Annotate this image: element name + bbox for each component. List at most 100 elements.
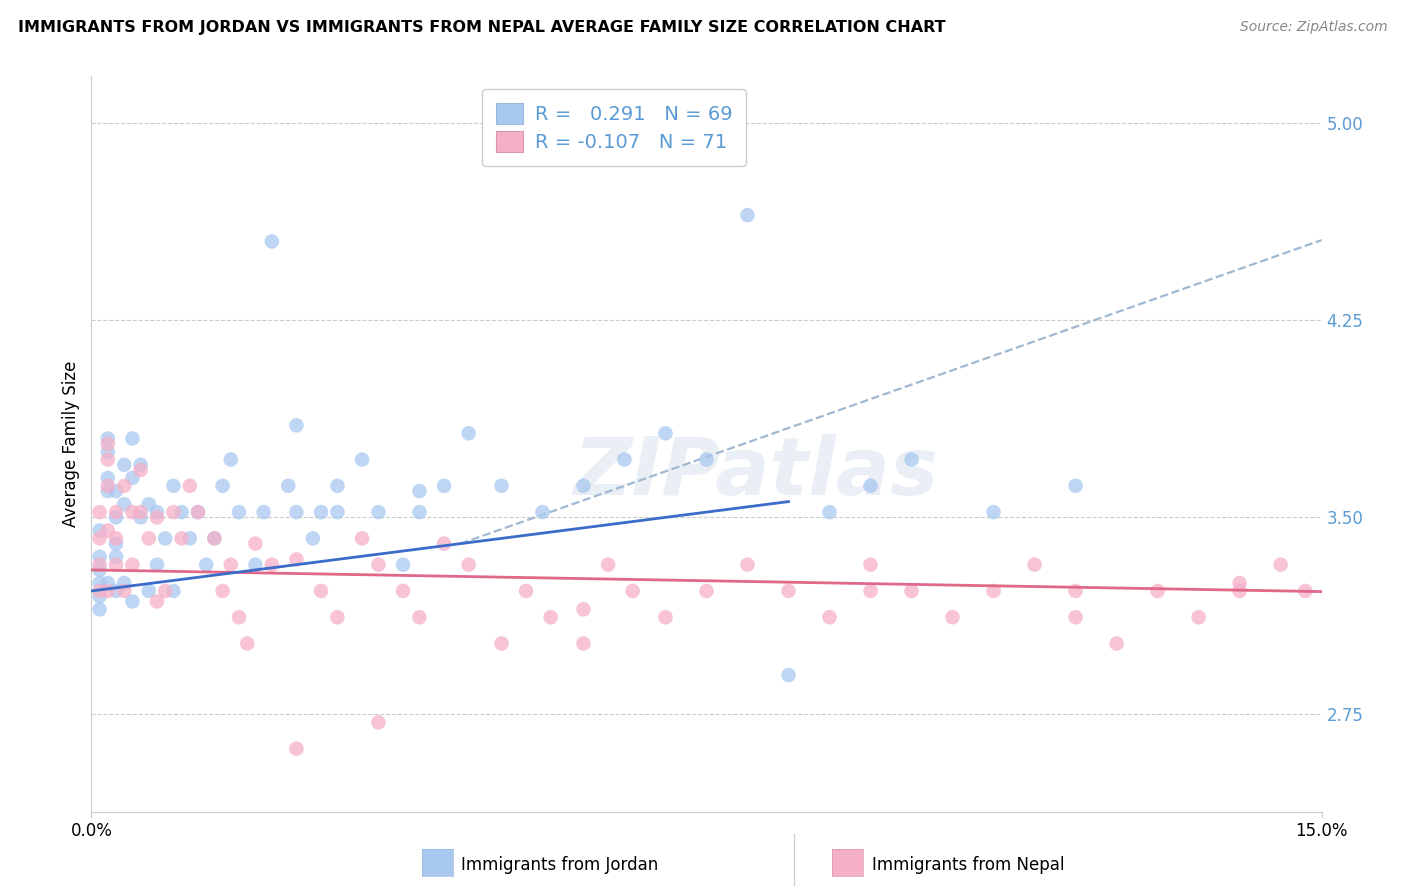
Point — [121, 558, 143, 572]
Point — [162, 505, 184, 519]
Point — [392, 584, 415, 599]
Point — [129, 463, 152, 477]
Point — [105, 505, 127, 519]
Point — [859, 584, 882, 599]
Point — [1187, 610, 1209, 624]
Point — [211, 584, 233, 599]
Point — [367, 558, 389, 572]
Point — [146, 594, 169, 608]
Point — [105, 510, 127, 524]
Point — [89, 576, 111, 591]
Point — [245, 558, 267, 572]
Point — [285, 552, 308, 566]
Legend: R =   0.291   N = 69, R = -0.107   N = 71: R = 0.291 N = 69, R = -0.107 N = 71 — [482, 89, 747, 166]
Point — [596, 558, 619, 572]
Point — [983, 505, 1005, 519]
Text: IMMIGRANTS FROM JORDAN VS IMMIGRANTS FROM NEPAL AVERAGE FAMILY SIZE CORRELATION : IMMIGRANTS FROM JORDAN VS IMMIGRANTS FRO… — [18, 20, 946, 35]
Point — [105, 549, 127, 564]
Point — [1270, 558, 1292, 572]
Point — [138, 532, 160, 546]
Point — [433, 536, 456, 550]
Point — [1105, 636, 1128, 650]
Point — [89, 532, 111, 546]
Point — [97, 479, 120, 493]
Point — [112, 479, 135, 493]
Point — [202, 532, 225, 546]
Point — [572, 479, 595, 493]
Text: Immigrants from Nepal: Immigrants from Nepal — [872, 856, 1064, 874]
Point — [457, 426, 479, 441]
Point — [138, 584, 160, 599]
Point — [170, 532, 193, 546]
Y-axis label: Average Family Size: Average Family Size — [62, 360, 80, 527]
Point — [1064, 610, 1087, 624]
Point — [105, 536, 127, 550]
Point — [129, 510, 152, 524]
Point — [89, 549, 111, 564]
Point — [309, 584, 332, 599]
Point — [105, 532, 127, 546]
Point — [179, 532, 201, 546]
Point — [153, 532, 177, 546]
Point — [146, 558, 169, 572]
Point — [818, 505, 841, 519]
Point — [285, 418, 308, 433]
Point — [326, 610, 349, 624]
Point — [121, 505, 143, 519]
Point — [392, 558, 415, 572]
Point — [97, 576, 120, 591]
Point — [491, 636, 513, 650]
Point — [228, 610, 250, 624]
Point — [367, 505, 389, 519]
Point — [540, 610, 562, 624]
Point — [1064, 479, 1087, 493]
Point — [97, 432, 120, 446]
Point — [408, 610, 430, 624]
Text: Source: ZipAtlas.com: Source: ZipAtlas.com — [1240, 20, 1388, 34]
Point — [97, 452, 120, 467]
Point — [859, 479, 882, 493]
Point — [195, 558, 218, 572]
Point — [1146, 584, 1168, 599]
Text: Immigrants from Jordan: Immigrants from Jordan — [461, 856, 658, 874]
Point — [89, 505, 111, 519]
Point — [654, 426, 676, 441]
Point — [162, 479, 184, 493]
Point — [236, 636, 259, 650]
Point — [121, 594, 143, 608]
Point — [219, 558, 242, 572]
Point — [97, 444, 120, 458]
Point — [900, 452, 922, 467]
Point — [285, 505, 308, 519]
Point — [89, 602, 111, 616]
Point — [112, 576, 135, 591]
Point — [260, 558, 283, 572]
Point — [613, 452, 636, 467]
Point — [1064, 584, 1087, 599]
Point — [326, 479, 349, 493]
Point — [621, 584, 644, 599]
Point — [942, 610, 965, 624]
Point — [89, 524, 111, 538]
Point — [572, 636, 595, 650]
Text: ZIPatlas: ZIPatlas — [574, 434, 938, 512]
Point — [515, 584, 537, 599]
Point — [162, 584, 184, 599]
Point — [146, 505, 169, 519]
Point — [97, 524, 120, 538]
Point — [245, 536, 267, 550]
Point — [89, 563, 111, 577]
Point — [367, 715, 389, 730]
Point — [138, 497, 160, 511]
Point — [129, 505, 152, 519]
Point — [97, 584, 120, 599]
Point — [253, 505, 276, 519]
Point — [89, 584, 111, 599]
Point — [352, 452, 374, 467]
Point — [112, 584, 135, 599]
Point — [654, 610, 676, 624]
Point — [326, 505, 349, 519]
Point — [105, 558, 127, 572]
Point — [121, 432, 143, 446]
Point — [1024, 558, 1046, 572]
